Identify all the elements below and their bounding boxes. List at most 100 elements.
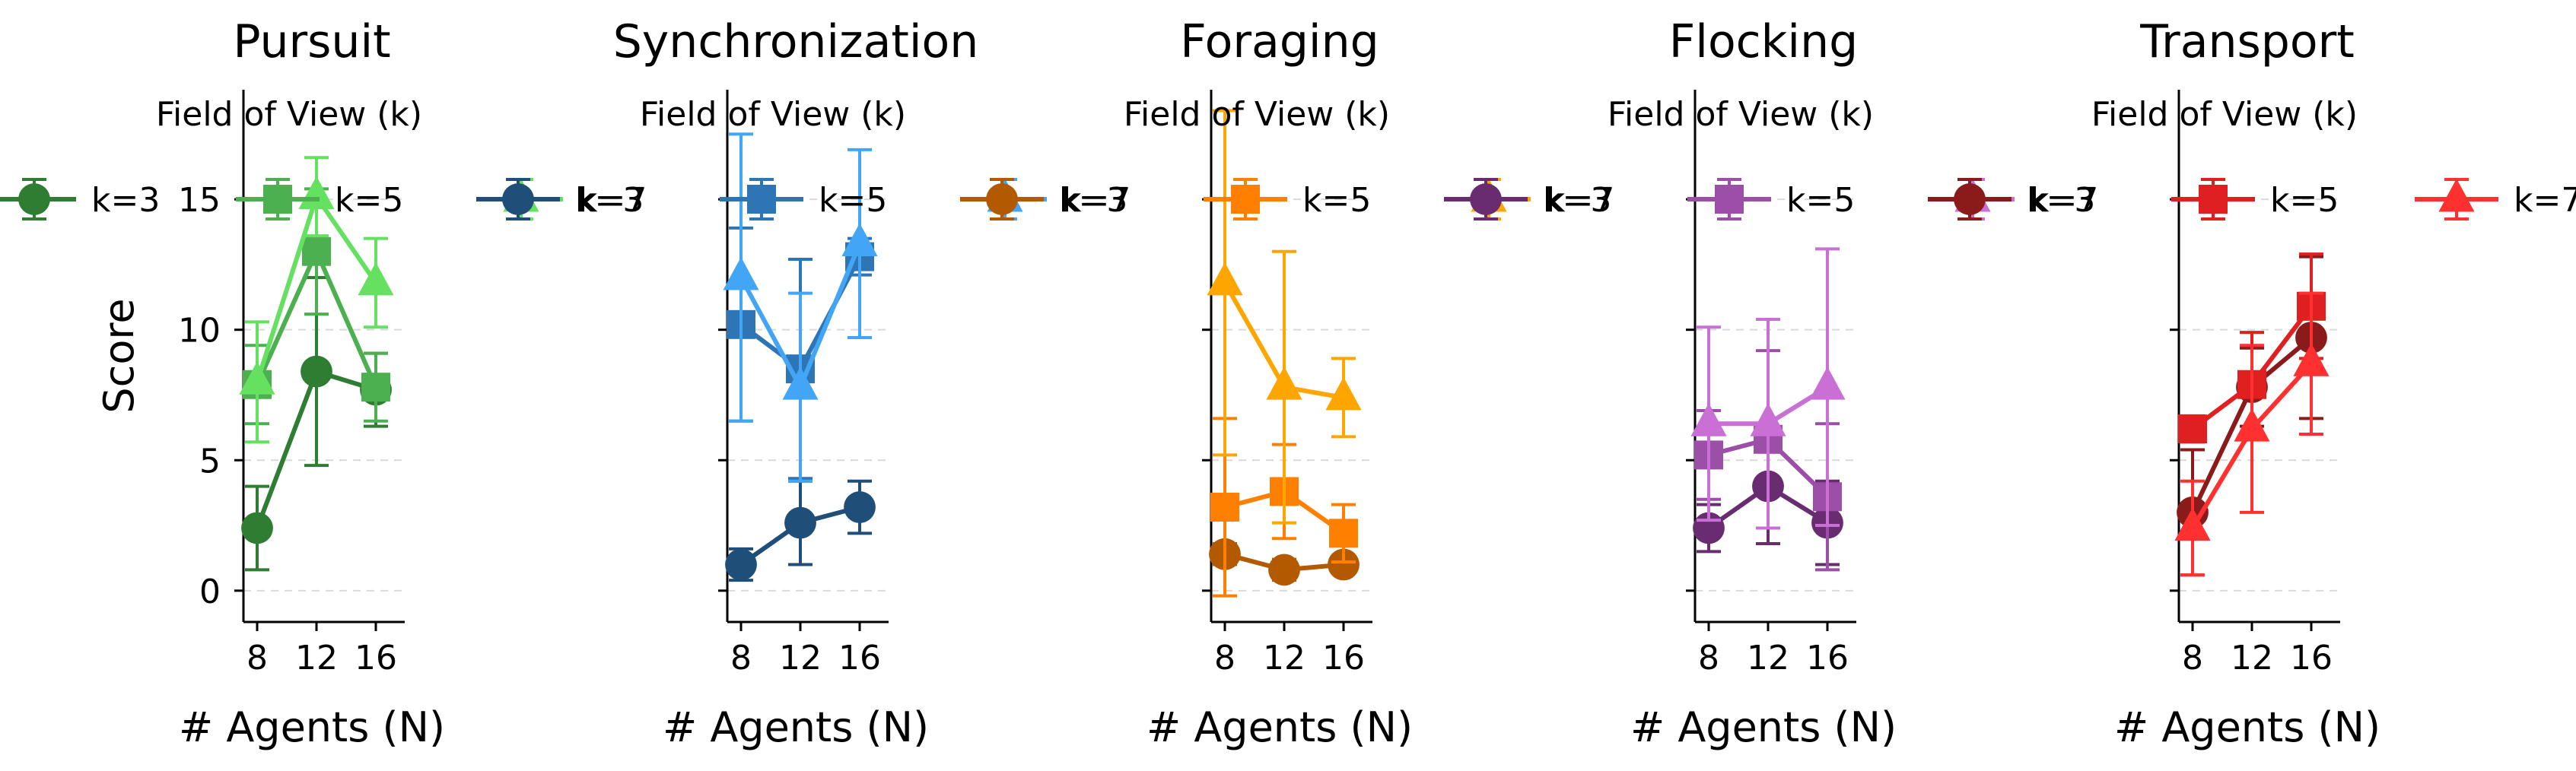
legend-marker (1715, 185, 1744, 214)
series-k7 (2174, 291, 2330, 577)
x-tick-label: 8 (730, 639, 752, 677)
legend-label: k=3 (1543, 181, 1611, 220)
x-axis-label: # Agents (N) (663, 703, 929, 751)
data-point (1329, 519, 1358, 548)
x-tick-label: 8 (1698, 639, 1719, 677)
legend-label: k=5 (819, 181, 887, 220)
legend-entry: k=5 (1204, 178, 1371, 221)
y-tick-label: 5 (199, 442, 221, 481)
series-k7 (1690, 247, 1846, 530)
legend-entry: k=3 (960, 178, 1127, 221)
legend-entry: k=5 (236, 178, 403, 221)
data-point (784, 506, 816, 539)
y-tick-label: 15 (178, 181, 221, 220)
x-tick-label: 16 (1806, 639, 1849, 677)
data-point (301, 355, 332, 388)
panel-title: Synchronization (613, 15, 979, 68)
x-tick-label: 12 (779, 639, 822, 677)
legend: Field of View (k) k=3 k=5 k=7 (1928, 95, 2576, 221)
data-point (841, 223, 878, 256)
data-point (782, 366, 819, 400)
legend-entry: k=3 (0, 178, 160, 221)
data-point (844, 491, 876, 523)
legend-title: Field of View (k) (1608, 95, 1874, 134)
x-tick-label: 16 (355, 639, 397, 677)
data-point (1690, 403, 1727, 436)
legend-title: Field of View (k) (1124, 95, 1390, 134)
data-point (1207, 262, 1243, 296)
legend-label: k=7 (2514, 181, 2576, 220)
x-tick-label: 12 (1747, 639, 1789, 677)
legend-entry: k=7 (2415, 178, 2576, 221)
x-tick-label: 12 (2231, 639, 2273, 677)
x-tick-label: 16 (838, 639, 881, 677)
legend-label: k=3 (91, 181, 160, 220)
series-k3 (725, 479, 876, 582)
data-point (2293, 343, 2330, 376)
x-tick-label: 8 (2182, 639, 2203, 677)
legend-marker (747, 185, 776, 214)
legend-marker (1954, 183, 1986, 215)
x-tick-label: 16 (2290, 639, 2333, 677)
legend: Field of View (k) k=3 k=5 k=7 (1444, 95, 2098, 221)
series-k5 (243, 187, 390, 426)
legend-marker (18, 183, 50, 215)
data-point (2234, 408, 2270, 442)
legend-label: k=5 (1302, 181, 1371, 220)
series-k7 (723, 132, 878, 483)
panel-transport: Transport 8 12 16 # Agents (N) Field of View … (1928, 15, 2576, 751)
panel-title: Foraging (1180, 15, 1379, 68)
legend-title: Field of View (k) (156, 95, 422, 134)
legend-entry: k=5 (2171, 178, 2339, 221)
legend-label: k=5 (2270, 181, 2339, 220)
legend-label: k=3 (1059, 181, 1127, 220)
data-point (358, 262, 394, 296)
legend-entry: k=5 (1687, 178, 1855, 221)
legend-label: k=7 (578, 181, 647, 220)
panel-title: Flocking (1669, 15, 1858, 68)
legend-marker (986, 183, 1018, 215)
x-tick-label: 8 (246, 639, 268, 677)
series-k7 (239, 156, 394, 444)
data-point (302, 236, 331, 266)
x-axis-label: # Agents (N) (1146, 703, 1413, 751)
x-axis-label: # Agents (N) (179, 703, 445, 751)
legend-title: Field of View (k) (640, 95, 906, 134)
legend-label: k=7 (2030, 181, 2098, 220)
data-point (1328, 548, 1360, 581)
legend-marker (2438, 178, 2475, 212)
legend-marker (1470, 183, 1502, 215)
legend-label: k=7 (1546, 181, 1614, 220)
x-tick-label: 8 (1214, 639, 1236, 677)
legend-entry: k=3 (1928, 178, 2095, 221)
y-tick-label: 0 (199, 573, 221, 611)
x-axis-label: # Agents (N) (1630, 703, 1897, 751)
data-point (239, 361, 275, 395)
data-point (361, 373, 390, 402)
data-point (1268, 554, 1300, 586)
legend-label: k=3 (2027, 181, 2095, 220)
panel-foraging: Foraging 8 12 16 # Agents (N) Field of View (… (960, 15, 1614, 751)
legend-entry: k=3 (476, 178, 644, 221)
data-point (1325, 376, 1362, 411)
legend-title: Field of View (k) (2091, 95, 2358, 134)
panel-title: Transport (2139, 15, 2355, 68)
x-tick-label: 12 (1263, 639, 1305, 677)
data-point (1750, 403, 1786, 436)
legend-label: k=7 (1062, 181, 1131, 220)
legend-label: k=3 (575, 181, 644, 220)
legend: Field of View (k) k=3 k=5 k=7 (0, 95, 647, 221)
data-point (2174, 507, 2211, 541)
legend-label: k=5 (1786, 181, 1855, 220)
x-axis-label: # Agents (N) (2114, 703, 2380, 751)
legend-marker (263, 185, 292, 214)
series-k7 (1207, 109, 1362, 525)
y-tick-label: 10 (178, 312, 221, 351)
panel-title: Pursuit (233, 15, 390, 68)
data-point (298, 176, 335, 210)
panel-synchronization: Synchronization 8 12 16 # Agents (N) Field of… (476, 15, 1131, 751)
panel-flocking: Flocking 8 12 16 # Agents (N) Field of View (… (1444, 15, 2098, 751)
legend-label: k=5 (335, 181, 403, 220)
data-point (241, 512, 273, 544)
